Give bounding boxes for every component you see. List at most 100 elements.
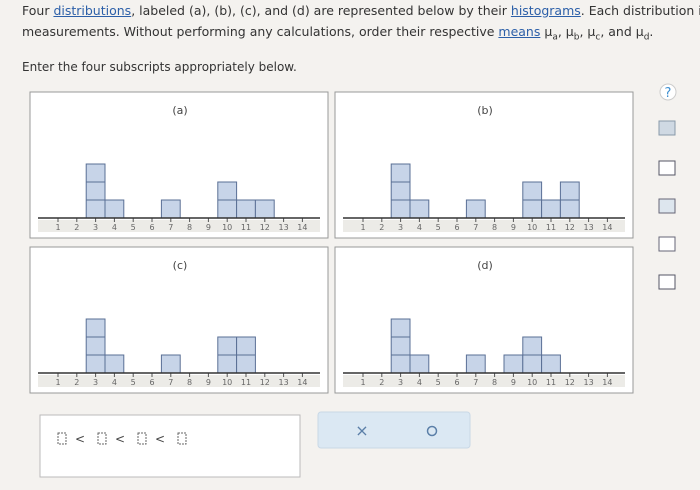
text: b xyxy=(573,32,580,43)
tick-label: 8 xyxy=(492,223,497,232)
text: a xyxy=(552,32,558,43)
tick-label: 14 xyxy=(602,378,612,387)
tick-label: 3 xyxy=(93,378,98,387)
panel-label: (d) xyxy=(477,259,493,272)
link[interactable]: distributions xyxy=(53,3,132,18)
bar xyxy=(104,354,125,374)
panel-label: (c) xyxy=(173,259,188,272)
tick-label: 3 xyxy=(93,223,98,232)
bar xyxy=(254,199,275,219)
tick-label: 1 xyxy=(360,378,365,387)
icon[interactable] xyxy=(658,236,676,252)
text: Four xyxy=(22,3,54,18)
axis-band xyxy=(38,220,320,232)
tick-label: 14 xyxy=(297,223,307,232)
answer-slot xyxy=(97,432,107,445)
bar xyxy=(160,199,181,219)
question-line: Four distributions, labeled (a), (b), (c… xyxy=(22,3,700,18)
bar xyxy=(390,163,411,219)
icon[interactable] xyxy=(658,120,676,136)
tick-label: 6 xyxy=(454,378,459,387)
tick-label: 11 xyxy=(546,223,556,232)
text: . Each distribution is xyxy=(580,3,700,18)
bar xyxy=(104,199,125,219)
tick-label: 1 xyxy=(55,223,60,232)
tick-label: 10 xyxy=(527,378,537,387)
tick-label: 5 xyxy=(131,223,136,232)
tick-label: 12 xyxy=(565,223,575,232)
bar xyxy=(465,354,486,374)
tick-label: 6 xyxy=(454,223,459,232)
tick-label: 1 xyxy=(55,378,60,387)
tick-label: 4 xyxy=(417,223,422,232)
bar xyxy=(390,318,411,374)
bar xyxy=(503,354,524,374)
axis-band xyxy=(38,375,320,387)
tick-label: 11 xyxy=(241,223,251,232)
tick-label: 4 xyxy=(417,378,422,387)
clear-button[interactable]: × xyxy=(355,421,368,440)
bar xyxy=(236,199,256,219)
icon[interactable] xyxy=(658,198,676,214)
tick-label: 7 xyxy=(168,378,173,387)
text: , μ xyxy=(557,24,574,39)
bar xyxy=(160,354,181,374)
tick-label: 5 xyxy=(436,378,441,387)
tick-label: 4 xyxy=(112,223,117,232)
tick-label: 8 xyxy=(492,378,497,387)
tick-label: 2 xyxy=(74,223,79,232)
icon[interactable] xyxy=(658,274,676,290)
text: μ xyxy=(540,24,553,39)
tick-label: 7 xyxy=(168,223,173,232)
text: measurements. Without performing any cal… xyxy=(22,24,499,39)
separator: < xyxy=(155,432,165,446)
tick-label: 10 xyxy=(222,223,232,232)
answer-slot xyxy=(177,432,187,445)
icon[interactable] xyxy=(658,160,676,176)
tick-label: 11 xyxy=(241,378,251,387)
tick-label: 9 xyxy=(511,378,516,387)
tick-label: 12 xyxy=(565,378,575,387)
bar xyxy=(541,199,561,219)
answer-slot xyxy=(137,432,147,445)
tick-label: 14 xyxy=(297,378,307,387)
text: , labeled (a), (b), (c), and (d) are rep… xyxy=(131,3,511,18)
text: , μ xyxy=(579,24,596,39)
tick-label: 8 xyxy=(187,223,192,232)
bar xyxy=(85,318,106,374)
axis-band xyxy=(343,220,625,232)
bar xyxy=(85,163,106,219)
tick-label: 6 xyxy=(149,378,154,387)
link[interactable]: means xyxy=(498,24,541,39)
bar xyxy=(465,199,486,219)
tick-label: 11 xyxy=(546,378,556,387)
tick-label: 13 xyxy=(279,378,289,387)
tick-label: 9 xyxy=(206,223,211,232)
tick-label: 2 xyxy=(379,378,384,387)
panel-label: (b) xyxy=(477,104,493,117)
tick-label: 10 xyxy=(527,223,537,232)
instruction: Enter the four subscripts appropriately … xyxy=(22,60,297,74)
tick-label: 5 xyxy=(436,223,441,232)
tick-label: 12 xyxy=(260,223,270,232)
tick-label: 14 xyxy=(602,223,612,232)
help-icon[interactable] xyxy=(659,83,677,101)
answer-box xyxy=(39,414,301,478)
question-line: measurements. Without performing any cal… xyxy=(22,24,653,43)
help-text[interactable]: ? xyxy=(665,86,672,101)
tick-label: 5 xyxy=(131,378,136,387)
tick-label: 9 xyxy=(206,378,211,387)
tick-label: 2 xyxy=(379,223,384,232)
link[interactable]: histograms xyxy=(510,3,581,18)
tick-label: 3 xyxy=(398,378,403,387)
tick-label: 2 xyxy=(74,378,79,387)
separator: < xyxy=(115,432,125,446)
text: . xyxy=(649,24,654,39)
text: d xyxy=(643,32,650,43)
tick-label: 10 xyxy=(222,378,232,387)
reset-button[interactable] xyxy=(426,425,438,437)
tick-label: 8 xyxy=(187,378,192,387)
answer-slot xyxy=(57,432,67,445)
